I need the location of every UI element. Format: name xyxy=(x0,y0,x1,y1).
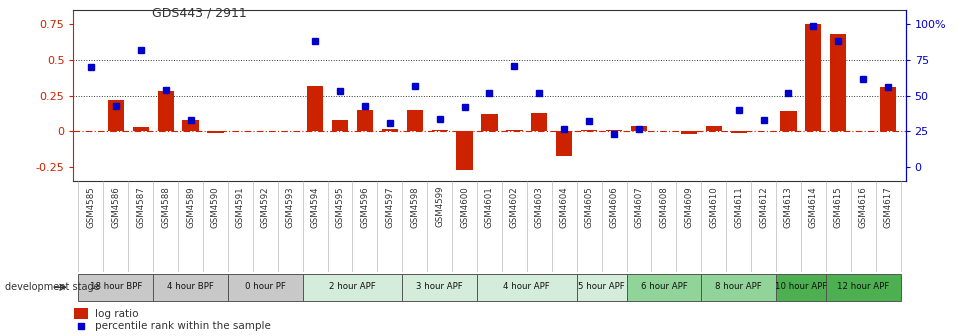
Bar xyxy=(506,130,522,131)
Text: GSM4608: GSM4608 xyxy=(659,186,668,228)
Bar xyxy=(476,274,576,301)
Bar xyxy=(74,308,88,319)
Text: 6 hour APF: 6 hour APF xyxy=(640,282,687,291)
Bar xyxy=(302,274,402,301)
Bar xyxy=(556,131,572,156)
Text: GSM4615: GSM4615 xyxy=(833,186,842,228)
Text: GSM4597: GSM4597 xyxy=(385,186,394,227)
Text: GSM4612: GSM4612 xyxy=(758,186,768,228)
Bar xyxy=(402,274,476,301)
Text: 4 hour APF: 4 hour APF xyxy=(503,282,550,291)
Bar xyxy=(157,91,173,131)
Bar xyxy=(182,120,199,131)
Text: development stage: development stage xyxy=(5,282,100,292)
Text: GSM4616: GSM4616 xyxy=(858,186,867,228)
Bar xyxy=(705,126,721,131)
Bar xyxy=(431,130,447,131)
Text: 0 hour PF: 0 hour PF xyxy=(244,282,286,291)
Text: GSM4593: GSM4593 xyxy=(286,186,294,227)
Text: 8 hour APF: 8 hour APF xyxy=(715,282,761,291)
Text: GSM4617: GSM4617 xyxy=(883,186,892,228)
Text: GSM4592: GSM4592 xyxy=(260,186,270,227)
Bar xyxy=(805,24,821,131)
Text: GSM4590: GSM4590 xyxy=(210,186,220,227)
Text: GSM4586: GSM4586 xyxy=(111,186,120,228)
Text: GSM4604: GSM4604 xyxy=(559,186,568,228)
Bar xyxy=(356,110,373,131)
Bar xyxy=(605,130,622,131)
Bar xyxy=(307,86,323,131)
Bar xyxy=(576,274,626,301)
Bar xyxy=(776,274,825,301)
Bar xyxy=(153,274,228,301)
Text: GSM4602: GSM4602 xyxy=(510,186,518,228)
Text: percentile rank within the sample: percentile rank within the sample xyxy=(95,321,271,331)
Text: GSM4595: GSM4595 xyxy=(335,186,344,227)
Text: GSM4613: GSM4613 xyxy=(783,186,792,228)
Bar xyxy=(700,274,776,301)
Text: log ratio: log ratio xyxy=(95,309,139,319)
Bar xyxy=(228,274,302,301)
Text: GSM4611: GSM4611 xyxy=(734,186,742,228)
Bar xyxy=(108,100,124,131)
Text: GSM4598: GSM4598 xyxy=(410,186,419,227)
Text: 18 hour BPF: 18 hour BPF xyxy=(90,282,142,291)
Text: GSM4588: GSM4588 xyxy=(161,186,170,228)
Text: GSM4600: GSM4600 xyxy=(460,186,468,228)
Text: GSM4585: GSM4585 xyxy=(86,186,95,228)
Bar xyxy=(630,126,646,131)
Bar xyxy=(730,131,746,133)
Bar xyxy=(406,110,422,131)
Text: GSM4599: GSM4599 xyxy=(435,186,444,227)
Text: GSM4594: GSM4594 xyxy=(310,186,319,227)
Text: GSM4605: GSM4605 xyxy=(584,186,593,228)
Text: 10 hour APF: 10 hour APF xyxy=(774,282,826,291)
Bar xyxy=(381,129,397,131)
Bar xyxy=(332,120,348,131)
Bar xyxy=(132,127,149,131)
Text: 5 hour APF: 5 hour APF xyxy=(578,282,624,291)
Bar xyxy=(481,114,497,131)
Bar xyxy=(825,274,900,301)
Text: 3 hour APF: 3 hour APF xyxy=(416,282,463,291)
Bar xyxy=(829,34,846,131)
Bar xyxy=(879,87,895,131)
Text: GSM4614: GSM4614 xyxy=(808,186,817,228)
Text: GSM4609: GSM4609 xyxy=(684,186,692,227)
Text: GSM4587: GSM4587 xyxy=(136,186,145,228)
Bar xyxy=(581,130,597,131)
Text: GDS443 / 2911: GDS443 / 2911 xyxy=(152,7,246,20)
Text: GSM4591: GSM4591 xyxy=(236,186,244,227)
Bar xyxy=(779,112,796,131)
Text: GSM4610: GSM4610 xyxy=(708,186,718,228)
Text: GSM4607: GSM4607 xyxy=(634,186,643,228)
Bar xyxy=(680,131,696,134)
Bar xyxy=(531,113,547,131)
Text: GSM4601: GSM4601 xyxy=(484,186,494,228)
Text: 2 hour APF: 2 hour APF xyxy=(329,282,376,291)
Text: GSM4606: GSM4606 xyxy=(609,186,618,228)
Text: 12 hour APF: 12 hour APF xyxy=(836,282,888,291)
Text: GSM4603: GSM4603 xyxy=(534,186,543,228)
Text: 4 hour BPF: 4 hour BPF xyxy=(167,282,214,291)
Bar xyxy=(456,131,472,170)
Bar xyxy=(626,274,700,301)
Bar xyxy=(207,131,223,133)
Bar xyxy=(78,274,153,301)
Text: GSM4589: GSM4589 xyxy=(186,186,195,227)
Text: GSM4596: GSM4596 xyxy=(360,186,369,227)
